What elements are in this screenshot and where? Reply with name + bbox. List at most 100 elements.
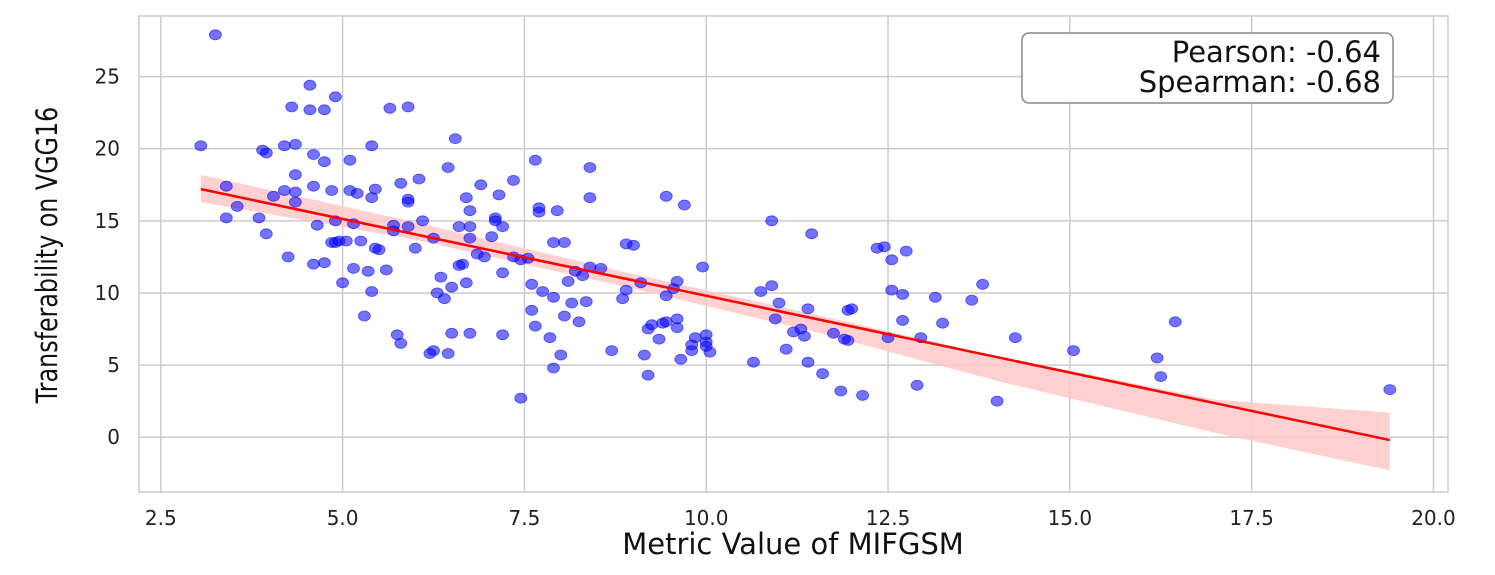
data-point [936, 317, 949, 329]
data-point [310, 219, 324, 231]
data-point [463, 221, 477, 233]
data-point [885, 284, 899, 296]
data-point [525, 304, 539, 316]
data-point [645, 319, 659, 331]
data-point [412, 173, 426, 185]
x-tick-label: 2.5 [145, 506, 177, 530]
data-point [416, 215, 430, 227]
data-point [259, 228, 273, 240]
data-point [772, 297, 786, 309]
data-point [798, 330, 811, 342]
data-point [357, 310, 371, 322]
data-point [277, 140, 291, 152]
data-point [688, 332, 702, 344]
data-point [514, 392, 528, 404]
data-point [561, 275, 575, 287]
x-tick-label: 5.0 [327, 506, 359, 530]
spearman-label: Spearman: -0.68 [1139, 65, 1381, 99]
data-point [401, 193, 415, 205]
data-point [827, 327, 840, 339]
data-point [219, 180, 233, 192]
data-point [339, 235, 353, 247]
y-tick-label: 5 [107, 353, 120, 377]
data-point [558, 237, 571, 248]
data-point [1150, 352, 1164, 364]
data-point [463, 327, 477, 339]
data-point [747, 356, 760, 368]
data-point [1067, 345, 1080, 357]
data-point [856, 389, 869, 401]
data-point [325, 185, 339, 196]
data-point [317, 156, 331, 168]
data-point [641, 369, 655, 381]
data-point [267, 190, 280, 202]
data-point [259, 147, 273, 159]
data-point [477, 251, 491, 263]
data-point [285, 101, 299, 113]
data-point [765, 215, 779, 227]
data-point [816, 368, 829, 380]
data-point [878, 241, 891, 253]
data-point [659, 190, 673, 202]
data-point [401, 221, 415, 233]
y-axis-ticks: 0 5 10 15 20 25 [95, 65, 120, 450]
y-tick-label: 20 [95, 137, 120, 161]
data-point [347, 262, 360, 274]
data-point [485, 231, 499, 243]
data-point [394, 177, 408, 189]
data-point [394, 337, 408, 349]
data-point [765, 280, 779, 292]
data-point [896, 314, 909, 326]
data-point [445, 281, 459, 293]
data-point [463, 205, 477, 217]
data-point [670, 322, 684, 334]
data-point [288, 138, 302, 150]
y-axis-label: Transferability on VGG16 [31, 107, 65, 404]
data-point [576, 270, 589, 282]
data-point [448, 133, 462, 145]
data-point [459, 277, 473, 289]
data-point [532, 202, 546, 214]
data-point [492, 189, 506, 201]
data-point [990, 395, 1004, 407]
data-point [317, 104, 331, 116]
data-point [928, 291, 942, 303]
data-point [303, 104, 317, 116]
data-point [899, 245, 913, 257]
data-point [303, 79, 317, 91]
data-point [434, 271, 448, 283]
x-tick-label: 12.5 [866, 506, 911, 530]
stats-box [1021, 32, 1394, 104]
data-point [496, 329, 510, 341]
data-point [230, 200, 244, 212]
x-tick-label: 15.0 [1048, 506, 1093, 530]
data-point [572, 316, 586, 328]
data-point [507, 174, 520, 186]
data-point [547, 237, 560, 248]
data-point [801, 303, 815, 315]
data-point [605, 345, 619, 357]
y-tick-label: 15 [95, 209, 120, 233]
data-point [703, 346, 717, 358]
data-point [288, 186, 302, 198]
data-point [307, 258, 320, 270]
data-point [768, 313, 782, 325]
data-point [652, 333, 666, 345]
data-point [583, 162, 597, 173]
data-point [307, 149, 320, 160]
data-point [219, 212, 233, 224]
data-point [834, 385, 848, 397]
data-point [252, 212, 266, 224]
data-point [896, 288, 909, 300]
data-point [536, 286, 549, 297]
x-tick-label: 10.0 [684, 506, 729, 530]
data-point [528, 320, 542, 332]
data-point [525, 278, 539, 290]
data-point [659, 290, 673, 302]
data-point [543, 332, 557, 344]
data-point [1008, 332, 1022, 344]
confidence-band [200, 174, 1390, 471]
data-point [528, 154, 542, 166]
data-point [627, 239, 640, 251]
data-point [208, 29, 222, 41]
